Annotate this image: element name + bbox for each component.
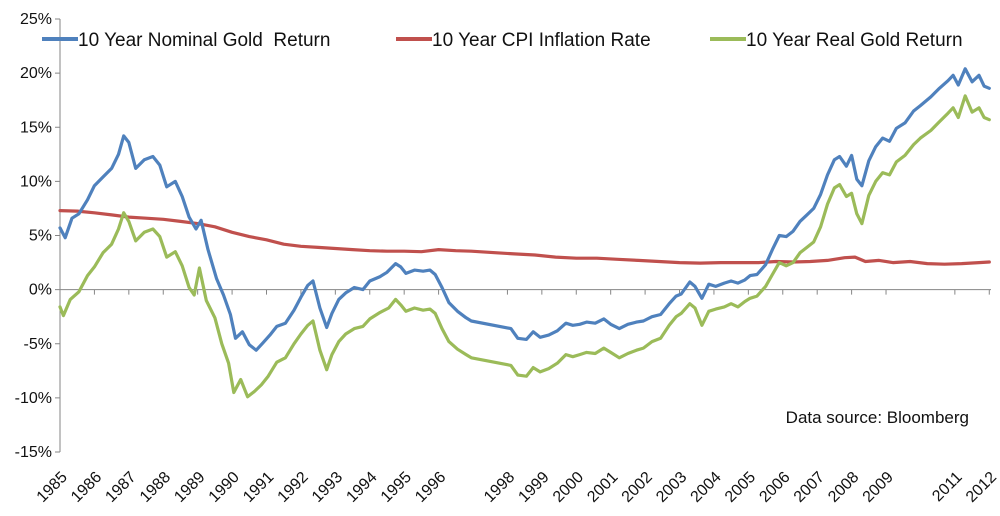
data-source-annotation: Data source: Bloomberg [786,408,969,427]
y-tick-label: 5% [29,228,52,245]
y-tick-label: 20% [20,65,52,82]
y-tick-label: 0% [29,282,52,299]
series-line-nominal-gold-return [58,67,991,352]
y-tick-label: -5% [24,336,52,353]
y-tick-label: 25% [20,11,52,28]
legend-real-gold-return-label: 10 Year Real Gold Return [746,30,963,51]
series-line-real-gold-return [58,94,991,399]
y-tick-label: -10% [15,390,52,407]
legend: 10 Year Nominal Gold Return 10 Year CPI I… [42,30,963,51]
y-tick-label: -15% [15,444,52,461]
y-tick-label: 10% [20,173,52,190]
legend-cpi-inflation-rate-label: 10 Year CPI Inflation Rate [432,30,651,51]
series-line-cpi-inflation-rate [58,209,991,266]
axes-layer: -15%-10%-5%0%5%10%15%20%25%1985198619871… [15,11,1000,506]
legend-nominal-gold-return-label: 10 Year Nominal Gold Return [78,30,330,51]
y-tick-label: 15% [20,119,52,136]
series-layer [58,67,991,399]
